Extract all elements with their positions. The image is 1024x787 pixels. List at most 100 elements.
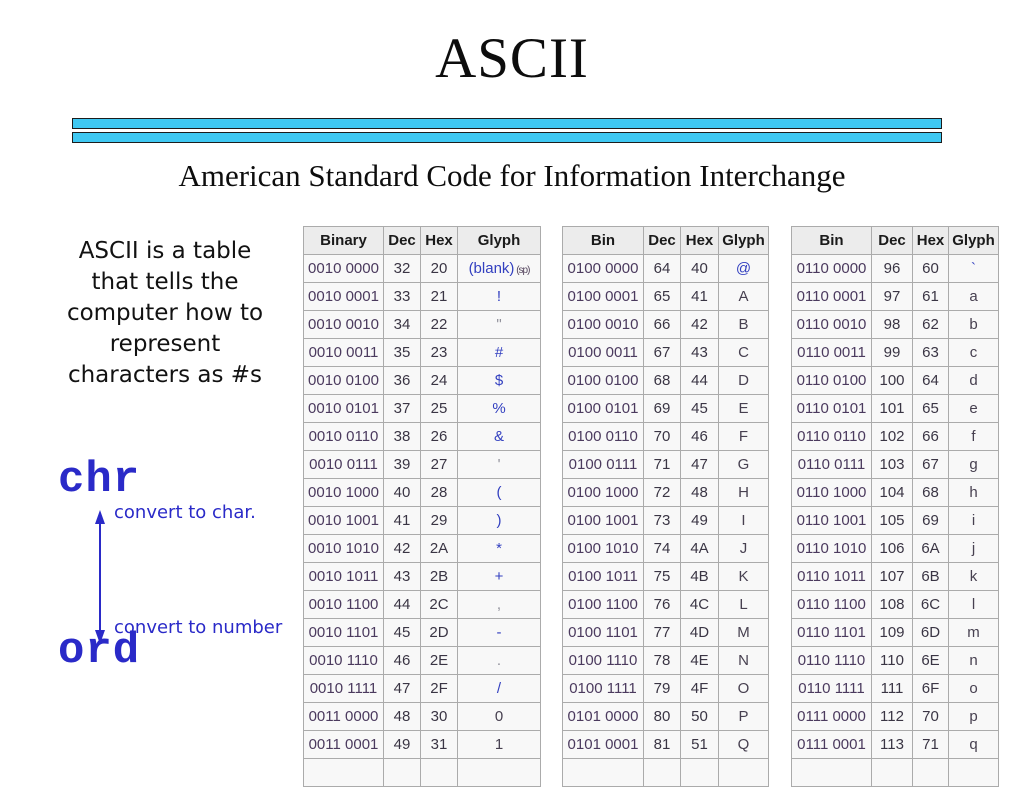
- glyph-cell: C: [718, 338, 769, 367]
- dec-cell: 72: [643, 478, 681, 507]
- column-header: Dec: [383, 226, 421, 255]
- dec-cell: 44: [383, 590, 421, 619]
- dec-cell: 47: [383, 674, 421, 703]
- dec-cell: 41: [383, 506, 421, 535]
- table-row: 0100 0001 65 41 A: [562, 282, 769, 311]
- glyph-text: #: [494, 344, 504, 361]
- glyph-cell: %: [457, 394, 541, 423]
- empty-cell: [912, 758, 949, 787]
- table-row: 0100 0000 64 40 @: [562, 254, 769, 283]
- binary-cell: 0010 0110: [303, 422, 384, 451]
- hex-cell: 4E: [680, 646, 719, 675]
- hex-cell: 6F: [912, 674, 949, 703]
- binary-cell: 0100 0011: [562, 338, 644, 367]
- binary-cell: 0110 1001: [791, 506, 872, 535]
- table-row: 0110 0100 100 64 d: [791, 366, 999, 395]
- table-row: 0010 1000 40 28 (: [303, 478, 541, 507]
- dec-cell: 67: [643, 338, 681, 367]
- glyph-text: @: [735, 260, 752, 277]
- glyph-text: n: [969, 652, 978, 669]
- hex-cell: 66: [912, 422, 949, 451]
- glyph-text: d: [969, 372, 978, 389]
- dec-cell: 81: [643, 730, 681, 759]
- hex-cell: 64: [912, 366, 949, 395]
- glyph-cell: +: [457, 562, 541, 591]
- binary-cell: 0110 0101: [791, 394, 872, 423]
- hex-cell: 2B: [420, 562, 458, 591]
- column-header: Glyph: [457, 226, 541, 255]
- table-row: 0111 0001 113 71 q: [791, 730, 999, 759]
- table-row: 0100 1000 72 48 H: [562, 478, 769, 507]
- glyph-cell: @: [718, 254, 769, 283]
- binary-cell: 0110 0011: [791, 338, 872, 367]
- table-row: 0100 0111 71 47 G: [562, 450, 769, 479]
- dec-cell: 96: [871, 254, 913, 283]
- binary-cell: 0110 1000: [791, 478, 872, 507]
- table-row: 0110 1001 105 69 i: [791, 506, 999, 535]
- glyph-cell: M: [718, 618, 769, 647]
- binary-cell: 0111 0001: [791, 730, 872, 759]
- ascii-table-punctuation: Binary Dec Hex Glyph 0010 0000 32 20 (blank) (s…: [303, 226, 541, 787]
- glyph-cell: `: [948, 254, 999, 283]
- partial-clipped-row: [303, 758, 541, 787]
- glyph-text: ,: [496, 596, 502, 613]
- empty-cell: [303, 758, 384, 787]
- glyph-cell: /: [457, 674, 541, 703]
- binary-cell: 0100 1011: [562, 562, 644, 591]
- hex-cell: 45: [680, 394, 719, 423]
- hex-cell: 23: [420, 338, 458, 367]
- glyph-annotation: (sp): [514, 265, 530, 276]
- glyph-text: P: [738, 708, 749, 725]
- hex-cell: 63: [912, 338, 949, 367]
- description-line: represent: [109, 331, 221, 357]
- glyph-text: ): [496, 512, 502, 529]
- glyph-text: Q: [737, 736, 750, 753]
- glyph-cell: G: [718, 450, 769, 479]
- description-line: computer how to: [66, 300, 264, 326]
- binary-cell: 0110 1011: [791, 562, 872, 591]
- dec-cell: 111: [871, 674, 913, 703]
- glyph-cell: 1: [457, 730, 541, 759]
- glyph-text: L: [739, 596, 748, 613]
- table-row: 0011 0001 49 31 1: [303, 730, 541, 759]
- glyph-text: F: [738, 428, 749, 445]
- binary-cell: 0010 1110: [303, 646, 384, 675]
- dec-cell: 39: [383, 450, 421, 479]
- glyph-text: (: [496, 484, 502, 501]
- hex-cell: 2C: [420, 590, 458, 619]
- table-row: 0110 1111 111 6F o: [791, 674, 999, 703]
- hex-cell: 27: [420, 450, 458, 479]
- hex-cell: 4D: [680, 618, 719, 647]
- double-arrow-icon: [91, 510, 109, 644]
- dec-cell: 79: [643, 674, 681, 703]
- table-row: 0110 0110 102 66 f: [791, 422, 999, 451]
- glyph-text: `: [971, 260, 976, 277]
- dec-cell: 103: [871, 450, 913, 479]
- table-row: 0110 1101 109 6D m: [791, 618, 999, 647]
- description-line: ASCII is a table: [78, 238, 252, 264]
- binary-cell: 0100 1000: [562, 478, 644, 507]
- binary-cell: 0100 1001: [562, 506, 644, 535]
- glyph-text: !: [496, 288, 502, 305]
- glyph-text: p: [969, 708, 978, 725]
- binary-cell: 0100 0001: [562, 282, 644, 311]
- column-header: Glyph: [718, 226, 769, 255]
- table-row: 0110 1011 107 6B k: [791, 562, 999, 591]
- binary-cell: 0010 1000: [303, 478, 384, 507]
- glyph-cell: b: [948, 310, 999, 339]
- glyph-cell: Q: [718, 730, 769, 759]
- empty-cell: [948, 758, 999, 787]
- hex-cell: 40: [680, 254, 719, 283]
- table-row: 0010 0101 37 25%: [303, 394, 541, 423]
- glyph-text: -: [496, 624, 502, 641]
- glyph-cell: A: [718, 282, 769, 311]
- column-header: Hex: [912, 226, 949, 255]
- glyph-text: M: [737, 624, 750, 641]
- binary-cell: 0100 0110: [562, 422, 644, 451]
- glyph-cell: g: [948, 450, 999, 479]
- glyph-cell: P: [718, 702, 769, 731]
- empty-cell: [871, 758, 913, 787]
- table-row: 0100 0010 66 42 B: [562, 310, 769, 339]
- glyph-text: l: [971, 596, 976, 613]
- table-row: 0110 1010 106 6A j: [791, 534, 999, 563]
